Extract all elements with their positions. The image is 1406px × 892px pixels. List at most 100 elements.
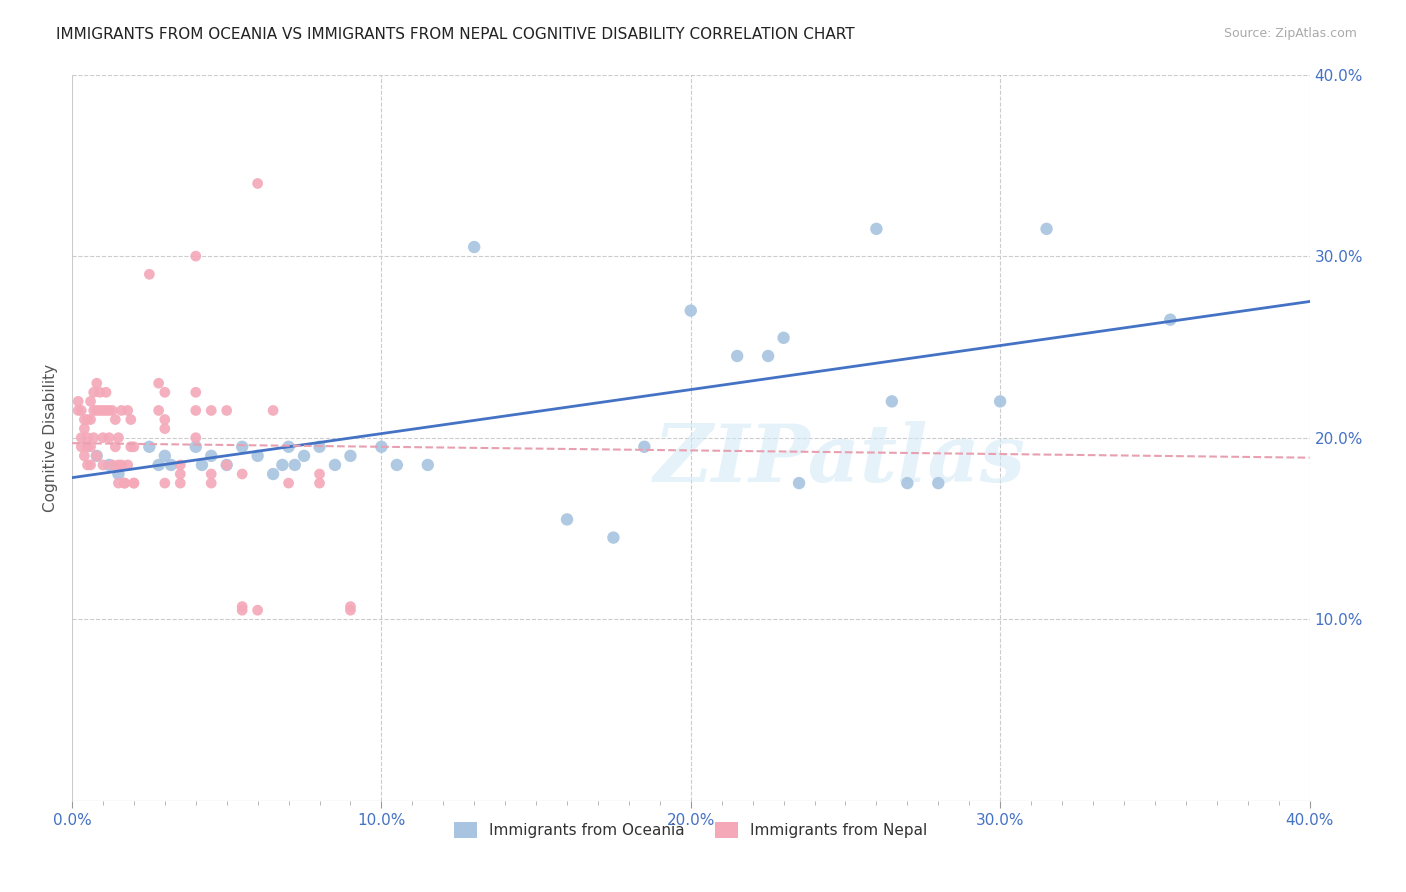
Point	[122, 476, 145, 491]
Point	[138, 267, 160, 281]
Point	[602, 531, 624, 545]
Point	[114, 476, 136, 491]
Point	[416, 458, 439, 472]
Point	[83, 431, 105, 445]
Point	[988, 394, 1011, 409]
Point	[110, 403, 132, 417]
Point	[160, 458, 183, 472]
Point	[323, 458, 346, 472]
Point	[76, 431, 98, 445]
Point	[772, 331, 794, 345]
Point	[107, 467, 129, 481]
Point	[114, 476, 136, 491]
Point	[756, 349, 779, 363]
Point	[246, 449, 269, 463]
Point	[117, 458, 139, 472]
Point	[70, 431, 93, 445]
Point	[91, 458, 114, 472]
Point	[120, 440, 142, 454]
Point	[67, 403, 90, 417]
Point	[308, 440, 330, 454]
Point	[117, 403, 139, 417]
Point	[339, 449, 361, 463]
Text: IMMIGRANTS FROM OCEANIA VS IMMIGRANTS FROM NEPAL COGNITIVE DISABILITY CORRELATIO: IMMIGRANTS FROM OCEANIA VS IMMIGRANTS FR…	[56, 27, 855, 42]
Point	[555, 512, 578, 526]
Point	[200, 467, 222, 481]
Point	[169, 467, 191, 481]
Point	[73, 412, 96, 426]
Point	[76, 440, 98, 454]
Point	[79, 440, 101, 454]
Point	[865, 222, 887, 236]
Point	[107, 476, 129, 491]
Point	[246, 177, 269, 191]
Point	[79, 412, 101, 426]
Point	[262, 403, 284, 417]
Point	[679, 303, 702, 318]
Point	[73, 449, 96, 463]
Point	[308, 467, 330, 481]
Point	[184, 249, 207, 263]
Point	[120, 412, 142, 426]
Point	[184, 403, 207, 417]
Point	[184, 385, 207, 400]
Point	[215, 403, 238, 417]
Point	[89, 403, 111, 417]
Point	[284, 458, 307, 472]
Point	[231, 440, 253, 454]
Point	[169, 458, 191, 472]
Point	[138, 440, 160, 454]
Point	[86, 403, 108, 417]
Point	[1035, 222, 1057, 236]
Point	[70, 403, 93, 417]
Point	[787, 476, 810, 491]
Point	[896, 476, 918, 491]
Point	[725, 349, 748, 363]
Point	[94, 403, 117, 417]
Point	[153, 449, 176, 463]
Point	[169, 476, 191, 491]
Point	[104, 412, 127, 426]
Point	[107, 458, 129, 472]
Point	[94, 385, 117, 400]
Point	[153, 422, 176, 436]
Point	[184, 431, 207, 445]
Point	[101, 403, 124, 417]
Point	[91, 403, 114, 417]
Point	[231, 599, 253, 614]
Point	[86, 449, 108, 463]
Point	[76, 412, 98, 426]
Point	[79, 394, 101, 409]
Point	[231, 467, 253, 481]
Point	[339, 599, 361, 614]
Point	[463, 240, 485, 254]
Point	[122, 476, 145, 491]
Point	[83, 385, 105, 400]
Point	[79, 458, 101, 472]
Point	[86, 376, 108, 391]
Y-axis label: Cognitive Disability: Cognitive Disability	[44, 364, 58, 512]
Point	[98, 431, 121, 445]
Point	[101, 458, 124, 472]
Point	[200, 476, 222, 491]
Point	[110, 458, 132, 472]
Point	[148, 403, 170, 417]
Point	[927, 476, 949, 491]
Point	[215, 458, 238, 472]
Point	[76, 458, 98, 472]
Point	[262, 467, 284, 481]
Point	[231, 603, 253, 617]
Point	[277, 476, 299, 491]
Point	[122, 440, 145, 454]
Point	[191, 458, 214, 472]
Point	[148, 376, 170, 391]
Point	[277, 440, 299, 454]
Point	[107, 431, 129, 445]
Point	[67, 394, 90, 409]
Point	[86, 449, 108, 463]
Legend: Immigrants from Oceania, Immigrants from Nepal: Immigrants from Oceania, Immigrants from…	[447, 816, 934, 844]
Point	[104, 440, 127, 454]
Text: Source: ZipAtlas.com: Source: ZipAtlas.com	[1223, 27, 1357, 40]
Point	[292, 449, 315, 463]
Point	[215, 458, 238, 472]
